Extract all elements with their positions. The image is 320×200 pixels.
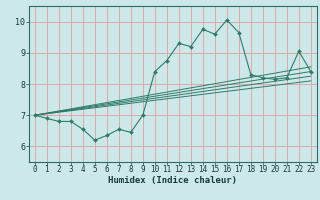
X-axis label: Humidex (Indice chaleur): Humidex (Indice chaleur) xyxy=(108,176,237,185)
